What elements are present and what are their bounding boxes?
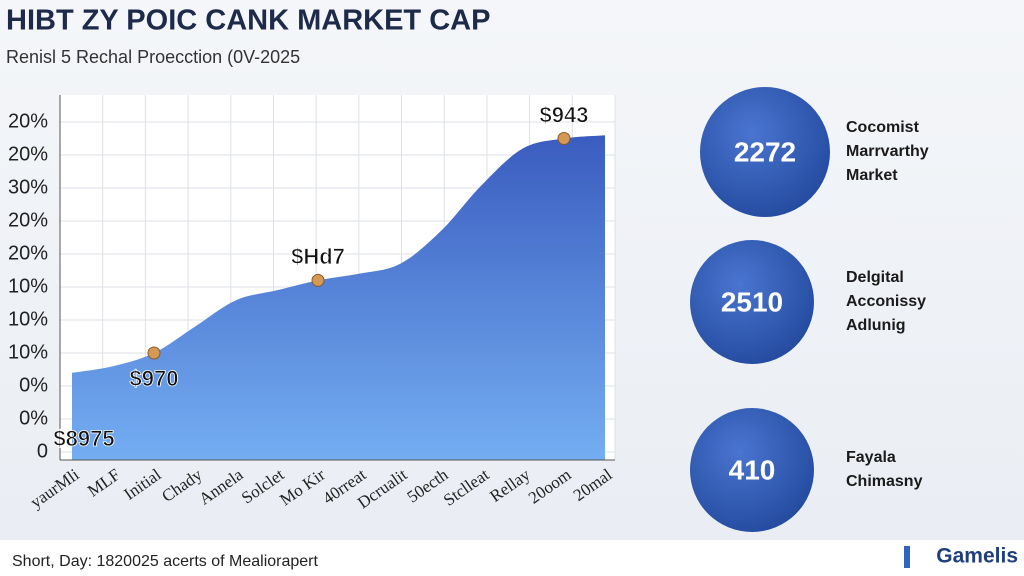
annotation: $8975	[53, 426, 114, 451]
stat-label: Market	[846, 167, 898, 184]
chart-subtitle: Renisl 5 Rechal Proecction (0V-2025	[6, 47, 300, 67]
stat-value: 410	[729, 454, 776, 485]
x-tick-label: 20mal	[570, 465, 616, 505]
chart-title: HIBT ZY POIC CANK MARKET CAP	[6, 5, 490, 37]
x-tick-label: yaurMli	[27, 465, 83, 512]
data-marker	[557, 132, 571, 145]
y-tick-label: 20%	[8, 209, 48, 231]
x-tick-label: Rellay	[486, 465, 534, 506]
x-tick-label: Initial	[120, 465, 164, 504]
stat-value: 2510	[721, 286, 783, 317]
y-tick-label: 20%	[8, 110, 48, 132]
y-tick-label: 0%	[19, 374, 48, 396]
x-tick-label: Mo Kir	[276, 465, 329, 510]
area	[72, 135, 605, 460]
x-tick-label: 20oom	[525, 465, 575, 508]
x-tick-label: Chady	[158, 465, 206, 506]
y-tick-label: 30%	[8, 176, 48, 198]
stat-label: Chimasny	[846, 473, 923, 490]
data-marker	[147, 346, 161, 360]
x-tick-label: Stclleat	[440, 465, 493, 510]
annotation: $943	[540, 102, 589, 127]
y-tick-label: 10%	[8, 308, 48, 330]
stat-label: Fayala	[846, 449, 896, 466]
stat-circle	[690, 408, 814, 532]
stat-label: Delgital	[846, 269, 904, 286]
logo: Gamelis	[936, 545, 1018, 568]
y-tick-label: 0%	[19, 407, 48, 429]
stat-label: Marrvarthy	[846, 143, 929, 160]
stat-circle	[700, 87, 830, 217]
stat-label: Adlunig	[846, 317, 906, 334]
annotation: $970	[130, 366, 179, 391]
y-tick-label: 10%	[8, 341, 48, 363]
footer-bar	[0, 540, 1024, 576]
stat-value: 2272	[734, 136, 796, 167]
y-tick-label: 10%	[8, 275, 48, 297]
annotation: $Hd7	[291, 244, 345, 269]
y-tick-label: 20%	[8, 143, 48, 165]
data-marker	[311, 273, 325, 287]
stat-label: Cocomist	[846, 119, 920, 136]
y-tick-label: 0	[37, 440, 48, 462]
x-tick-label: MLF	[84, 465, 124, 501]
stat-label: Acconissy	[846, 293, 926, 310]
x-tick-label: Annela	[195, 465, 246, 509]
stat-circle	[690, 240, 814, 364]
logo-icon	[904, 546, 910, 568]
y-tick-label: 20%	[8, 242, 48, 264]
footer-text: Short, Day: 1820025 acerts of Mealiorape…	[12, 553, 319, 570]
